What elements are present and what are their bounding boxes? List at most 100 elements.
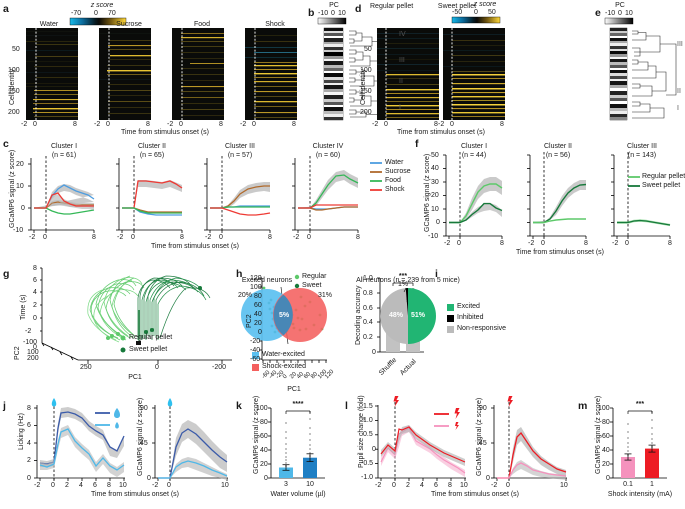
panel-j-left-xtick-neg2: -2 <box>34 482 41 489</box>
panel-a-heatmap-water <box>26 28 78 120</box>
panel-h-bar-ytick-0: 0 <box>372 349 376 356</box>
panel-e-dendrogram <box>632 30 677 119</box>
panel-g-legend-sweet: Sweet pellet <box>129 346 168 353</box>
panel-a-cb-tick-mid: 0 <box>94 10 98 17</box>
panel-b-colorbar <box>317 17 347 25</box>
panel-c-xlabel: Time from stimulus onset (s) <box>150 243 240 250</box>
panel-h-ytick-100: 100 <box>250 284 262 291</box>
panel-c-subplot2-title: Cluster II <box>137 143 166 150</box>
panel-i-venn-title: Excited neurons <box>241 277 293 284</box>
panel-c-subplot3-n: (n = 57) <box>227 152 253 159</box>
panel-c1-xtick-min: -2 <box>29 234 36 241</box>
panel-c-ytick-20: 20 <box>16 161 24 168</box>
panel-l-left-xtick-10: 10 <box>460 482 468 489</box>
panel-label-a: a <box>3 3 9 15</box>
panel-b-pc-strip <box>323 27 344 121</box>
panel-l-right-ytick-0: 0 <box>486 475 490 482</box>
panel-g-ytick-100: 100 <box>27 349 39 356</box>
panel-c-subplot2-n: (n = 65) <box>139 152 165 159</box>
panel-d-cb-mid: 0 <box>474 9 478 16</box>
panel-j-left-xtick-2: 2 <box>65 482 69 489</box>
panel-c-legend-food: Food <box>385 177 401 184</box>
panel-f-subplot1-title: Cluster I <box>460 143 488 150</box>
large-drop-icon <box>114 408 120 418</box>
panel-l-left-ytick-05: 0.5 <box>363 431 373 438</box>
panel-d-xtick-s-8: 8 <box>500 121 504 128</box>
panel-l-right-band-strong <box>497 427 566 478</box>
panel-j-right-ytick-0: 0 <box>147 475 151 482</box>
panel-j-left-ytick-2: 2 <box>27 457 31 464</box>
panel-j-left-ytick-6: 6 <box>27 422 31 429</box>
panel-l-right-line-weak <box>497 462 567 479</box>
strong-shock-icon <box>454 408 460 419</box>
panel-f-subplot3-n: (n = 143) <box>627 152 657 159</box>
panel-k-ytick-100: 100 <box>256 405 268 412</box>
panel-j-right-axes <box>152 402 228 481</box>
panel-a-xtick-sh-min: -2 <box>240 121 247 128</box>
panel-i-pie-swatch-nonresponsive <box>447 326 454 333</box>
panel-h-ytick-neg40: -40 <box>250 347 261 354</box>
panel-h-ytick-neg20: -20 <box>250 338 261 345</box>
panel-l-right-ytick-90: 90 <box>479 405 487 412</box>
panel-e-cluster-III: III <box>677 41 683 48</box>
panel-j-left-band-large <box>40 407 124 467</box>
panel-a-cb-tick-max: 70 <box>108 10 116 17</box>
panel-d-xtick-r-0: 0 <box>384 121 388 128</box>
panel-l-left-xtick-4: 4 <box>420 482 424 489</box>
panel-j-left-xtick-4: 4 <box>79 482 83 489</box>
panel-c-ytick-0: 0 <box>21 205 25 212</box>
panel-g-xtick-250: 250 <box>80 364 92 371</box>
panel-f1-xtick-0: 0 <box>457 240 461 247</box>
panel-a-colorbar-title: z score <box>90 2 114 9</box>
panel-h-ytick-120: 120 <box>250 275 262 282</box>
panel-a-cb-tick-min: -70 <box>71 10 82 17</box>
panel-l-left-line-strong <box>380 426 466 463</box>
panel-i-pie-swatch-excited <box>447 304 454 311</box>
panel-i-pie-pct-nonresponsive: 48% <box>388 312 403 319</box>
panel-j-right-xtick-0: 0 <box>167 482 171 489</box>
panel-g-origin-marker <box>136 341 141 345</box>
panel-f-ylabel: GCaMP6 signal (z score) <box>424 153 431 232</box>
panel-i-pie-legend-excited: Excited <box>457 303 480 310</box>
panel-m-ytick-20: 20 <box>602 461 610 468</box>
panel-a-xtick-s-min: -2 <box>94 121 101 128</box>
panel-a-xtick-f-8: 8 <box>219 121 223 128</box>
panel-d-ytick-100: 100 <box>360 67 372 74</box>
panel-a-title-sucrose: Sucrose <box>116 21 142 28</box>
panel-k-ytick-60: 60 <box>260 433 268 440</box>
panel-f2-xtick-min: -2 <box>528 240 535 247</box>
panel-c-subplot4-n: (n = 60) <box>315 152 341 159</box>
panel-k-ytick-0: 0 <box>264 475 268 482</box>
panel-f-legend-sweet: Sweet pellet <box>642 182 681 189</box>
panel-m-ytick-40: 40 <box>602 447 610 454</box>
panel-h-ytick-neg60: -60 <box>250 356 261 363</box>
panel-l-left-axes <box>375 402 466 481</box>
panel-f2-xtick-0: 0 <box>541 240 545 247</box>
panel-j-right-band-small <box>158 457 227 480</box>
panel-i-venn-swatch-shock <box>252 364 259 371</box>
panel-label-d: d <box>355 3 362 15</box>
panel-b-cluster-I: I <box>399 104 401 111</box>
panel-j-left-band-small <box>40 425 124 477</box>
panel-c1-xtick-8: 8 <box>92 234 96 241</box>
panel-a-xlabel: Time from stimulus onset (s) <box>120 129 210 136</box>
panel-c2-xtick-min: -2 <box>117 234 124 241</box>
panel-i-venn-legend-water: Water-excited <box>262 351 305 358</box>
panel-g-ztick-0: 0 <box>33 315 37 322</box>
panel-c-subplot4-title: Cluster IV <box>312 143 344 150</box>
panel-g-axes <box>40 267 232 364</box>
panel-k-significance-bracket <box>285 410 311 414</box>
panel-e-cb-mid: 0 <box>618 10 622 17</box>
panel-a-xtick-s-8: 8 <box>146 121 150 128</box>
panel-f2-xtick-8: 8 <box>584 240 588 247</box>
panel-k-ytick-40: 40 <box>260 447 268 454</box>
panel-g-legend-dots <box>120 335 126 353</box>
panel-g-ztick-6: 6 <box>33 277 37 284</box>
panel-a-xtick-w-0: 0 <box>33 121 37 128</box>
panel-j-left-xtick-6: 6 <box>93 482 97 489</box>
panel-c-subplot-4 <box>292 156 359 233</box>
panel-h-bar-ytick-04: 0.4 <box>363 319 373 326</box>
panel-f-ytick-neg10: -10 <box>428 233 439 240</box>
panel-i-venn-left-pct: 20% <box>238 292 253 299</box>
